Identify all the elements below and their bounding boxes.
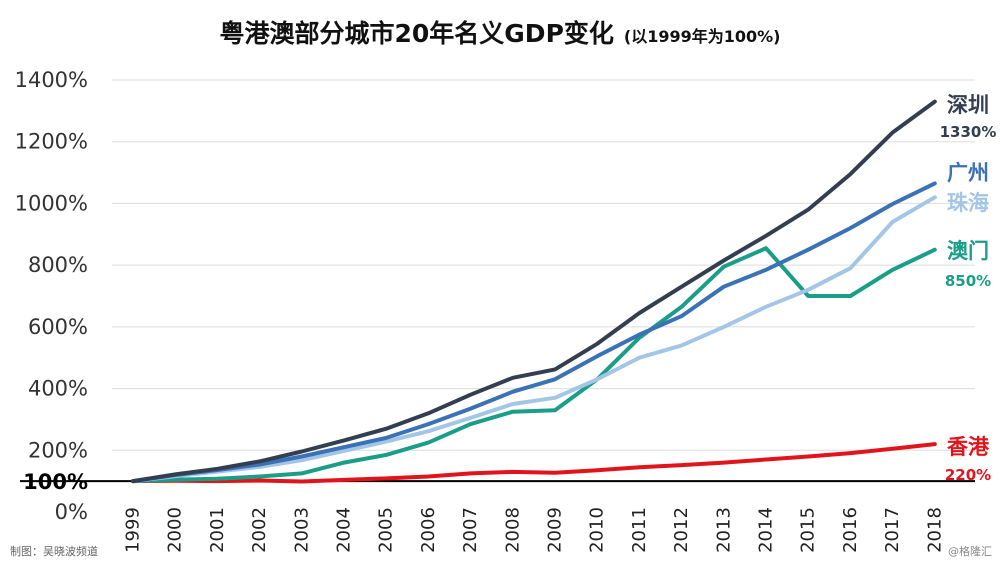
- x-tick-label-2006: 2006: [418, 507, 439, 553]
- series-name-label-1: 广州: [947, 161, 989, 185]
- series-name-label-0: 深圳: [947, 93, 989, 117]
- series-end-value-4: 220%: [945, 466, 991, 484]
- x-tick-label-2009: 2009: [545, 507, 566, 553]
- x-tick-label-2015: 2015: [798, 507, 819, 553]
- series-2-group: [131, 195, 937, 484]
- y-tick-label-800: 800%: [28, 253, 88, 277]
- x-tick-label-2010: 2010: [587, 507, 608, 553]
- y-tick-label-200: 200%: [28, 438, 88, 462]
- y-tick-label-0: 0%: [55, 500, 88, 524]
- series-lines: [131, 99, 937, 484]
- credit-left: 制图：吴晓波频道: [10, 545, 98, 558]
- series-0-group: [131, 99, 937, 484]
- series-4-group: [131, 442, 937, 484]
- x-axis-tick-labels: 1999 2000 2001 2002 2003 2004 2005 2006 2007 2008…: [123, 507, 946, 553]
- y-tick-label-1000: 1000%: [15, 191, 88, 215]
- series-line-1: [131, 181, 937, 484]
- x-tick-label-2017: 2017: [882, 507, 903, 553]
- x-tick-label-2002: 2002: [249, 507, 270, 553]
- series-end-value-0: 1330%: [940, 123, 997, 141]
- series-line-2: [131, 195, 937, 484]
- chart-subtitle: (以1999年为100%): [623, 27, 781, 46]
- series-1-group: [131, 181, 937, 484]
- x-tick-label-2005: 2005: [376, 507, 397, 553]
- x-tick-label-2001: 2001: [207, 507, 228, 553]
- chart-title-main: 粤港澳部分城市20年名义GDP变化: [219, 19, 614, 48]
- series-end-value-3: 850%: [945, 272, 991, 290]
- x-tick-label-1999: 1999: [123, 507, 144, 553]
- series-name-label-2: 珠海: [947, 191, 989, 215]
- series-name-label-4: 香港: [947, 435, 990, 459]
- y-tick-label-1200: 1200%: [15, 130, 88, 154]
- x-tick-label-2011: 2011: [629, 507, 650, 553]
- series-name-label-3: 澳门: [947, 239, 989, 263]
- y-axis-tick-labels: 0% 200% 400% 600% 800% 1000% 1200% 1400%: [15, 68, 88, 524]
- series-line-0: [131, 99, 937, 484]
- x-tick-label-2014: 2014: [756, 507, 777, 553]
- x-tick-label-2008: 2008: [502, 507, 523, 553]
- x-tick-label-2018: 2018: [924, 507, 945, 553]
- series-3-group: [131, 246, 937, 484]
- y-tick-label-400: 400%: [28, 377, 88, 401]
- x-tick-label-2012: 2012: [671, 507, 692, 553]
- y-tick-label-1400: 1400%: [15, 68, 88, 92]
- x-tick-label-2013: 2013: [713, 507, 734, 553]
- gridlines: [112, 79, 975, 451]
- x-tick-label-2007: 2007: [460, 507, 481, 553]
- chart-title: 粤港澳部分城市20年名义GDP变化 (以1999年为100%): [0, 14, 1000, 50]
- y-tick-label-600: 600%: [28, 315, 88, 339]
- baseline-label: 100%: [23, 470, 88, 494]
- x-tick-label-2000: 2000: [165, 507, 186, 553]
- series-line-4: [131, 442, 937, 484]
- x-tick-label-2004: 2004: [334, 507, 355, 553]
- x-tick-label-2003: 2003: [291, 507, 312, 553]
- series-line-3: [131, 246, 937, 484]
- credit-right: @格隆汇: [948, 545, 992, 558]
- x-tick-label-2016: 2016: [840, 507, 861, 553]
